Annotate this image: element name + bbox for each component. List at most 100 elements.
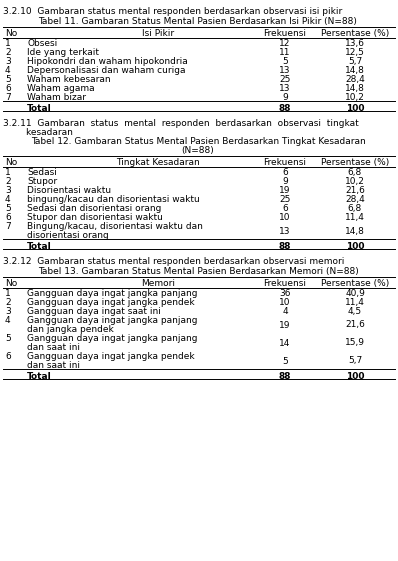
- Text: 6: 6: [282, 168, 288, 177]
- Text: Obsesi: Obsesi: [27, 39, 57, 48]
- Text: Waham agama: Waham agama: [27, 84, 95, 93]
- Text: 25: 25: [279, 75, 291, 84]
- Text: 28,4: 28,4: [345, 75, 365, 84]
- Text: Sedasi: Sedasi: [27, 168, 57, 177]
- Text: Tabel 12. Gambaran Status Mental Pasien Berdasarkan Tingkat Kesadaran: Tabel 12. Gambaran Status Mental Pasien …: [31, 137, 365, 146]
- Text: Gangguan daya ingat jangka pendek: Gangguan daya ingat jangka pendek: [27, 298, 195, 307]
- Text: Frekuensi: Frekuensi: [263, 29, 306, 38]
- Text: 7: 7: [5, 93, 11, 102]
- Text: 28,4: 28,4: [345, 195, 365, 204]
- Text: Gangguan daya ingat saat ini: Gangguan daya ingat saat ini: [27, 307, 161, 316]
- Text: 4: 4: [5, 195, 11, 204]
- Text: 5: 5: [5, 75, 11, 84]
- Text: 13: 13: [279, 84, 291, 93]
- Text: 10: 10: [279, 298, 291, 307]
- Text: (N=88): (N=88): [181, 146, 215, 155]
- Text: Waham kebesaran: Waham kebesaran: [27, 75, 111, 84]
- Text: 14,8: 14,8: [345, 84, 365, 93]
- Text: 3: 3: [5, 57, 11, 66]
- Text: 2: 2: [5, 48, 11, 57]
- Text: Gangguan daya ingat jangka panjang: Gangguan daya ingat jangka panjang: [27, 334, 197, 343]
- Text: 100: 100: [346, 242, 364, 251]
- Text: 13: 13: [279, 66, 291, 75]
- Text: Disorientasi waktu: Disorientasi waktu: [27, 186, 111, 195]
- Text: Bingung/kacau, disorientasi waktu dan: Bingung/kacau, disorientasi waktu dan: [27, 222, 203, 231]
- Text: 10,2: 10,2: [345, 177, 365, 186]
- Text: Gangguan daya ingat jangka pendek: Gangguan daya ingat jangka pendek: [27, 352, 195, 361]
- Text: 5,7: 5,7: [348, 356, 362, 366]
- Text: 6: 6: [282, 204, 288, 213]
- Text: 6: 6: [5, 352, 11, 361]
- Text: 5: 5: [5, 204, 11, 213]
- Text: 13: 13: [279, 227, 291, 236]
- Text: 1: 1: [5, 39, 11, 48]
- Text: Waham bizar: Waham bizar: [27, 93, 86, 102]
- Text: 13,6: 13,6: [345, 39, 365, 48]
- Text: 100: 100: [346, 372, 364, 381]
- Text: 6: 6: [5, 213, 11, 222]
- Text: Stupor: Stupor: [27, 177, 57, 186]
- Text: No: No: [5, 279, 17, 288]
- Text: 21,6: 21,6: [345, 320, 365, 329]
- Text: 19: 19: [279, 320, 291, 329]
- Text: 19: 19: [279, 186, 291, 195]
- Text: 6: 6: [5, 84, 11, 93]
- Text: 3: 3: [5, 186, 11, 195]
- Text: 14,8: 14,8: [345, 227, 365, 236]
- Text: 5: 5: [5, 334, 11, 343]
- Text: 11: 11: [279, 48, 291, 57]
- Text: 9: 9: [282, 177, 288, 186]
- Text: Sedasi dan disorientasi orang: Sedasi dan disorientasi orang: [27, 204, 161, 213]
- Text: dan saat ini: dan saat ini: [27, 343, 80, 352]
- Text: 6,8: 6,8: [348, 204, 362, 213]
- Text: 88: 88: [279, 372, 291, 381]
- Text: Hipokondri dan waham hipokondria: Hipokondri dan waham hipokondria: [27, 57, 188, 66]
- Text: Depersonalisasi dan waham curiga: Depersonalisasi dan waham curiga: [27, 66, 185, 75]
- Text: 3.2.11  Gambaran  status  mental  responden  berdasarkan  observasi  tingkat: 3.2.11 Gambaran status mental responden …: [3, 119, 359, 128]
- Text: Total: Total: [27, 104, 52, 113]
- Text: 36: 36: [279, 289, 291, 298]
- Text: 25: 25: [279, 195, 291, 204]
- Text: 7: 7: [5, 222, 11, 231]
- Text: Gangguan daya ingat jangka panjang: Gangguan daya ingat jangka panjang: [27, 289, 197, 298]
- Text: 6,8: 6,8: [348, 168, 362, 177]
- Text: No: No: [5, 29, 17, 38]
- Text: 11,4: 11,4: [345, 213, 365, 222]
- Text: 14: 14: [279, 338, 291, 347]
- Text: 10,2: 10,2: [345, 93, 365, 102]
- Text: dan jangka pendek: dan jangka pendek: [27, 325, 114, 334]
- Text: 14,8: 14,8: [345, 66, 365, 75]
- Text: disorientasi orang: disorientasi orang: [27, 231, 109, 240]
- Text: 10: 10: [279, 213, 291, 222]
- Text: Total: Total: [27, 372, 52, 381]
- Text: 3: 3: [5, 307, 11, 316]
- Text: Tabel 13. Gambaran Status Mental Pasien Berdasarkan Memori (N=88): Tabel 13. Gambaran Status Mental Pasien …: [38, 267, 358, 276]
- Text: 5: 5: [282, 356, 288, 366]
- Text: Persentase (%): Persentase (%): [321, 158, 389, 167]
- Text: 88: 88: [279, 104, 291, 113]
- Text: 12: 12: [279, 39, 291, 48]
- Text: 88: 88: [279, 242, 291, 251]
- Text: Total: Total: [27, 242, 52, 251]
- Text: Persentase (%): Persentase (%): [321, 279, 389, 288]
- Text: Tingkat Kesadaran: Tingkat Kesadaran: [116, 158, 200, 167]
- Text: 1: 1: [5, 289, 11, 298]
- Text: 40,9: 40,9: [345, 289, 365, 298]
- Text: 5,7: 5,7: [348, 57, 362, 66]
- Text: Ide yang terkait: Ide yang terkait: [27, 48, 99, 57]
- Text: 11,4: 11,4: [345, 298, 365, 307]
- Text: Stupor dan disorientasi waktu: Stupor dan disorientasi waktu: [27, 213, 163, 222]
- Text: Persentase (%): Persentase (%): [321, 29, 389, 38]
- Text: Frekuensi: Frekuensi: [263, 279, 306, 288]
- Text: 4: 4: [282, 307, 288, 316]
- Text: 15,9: 15,9: [345, 338, 365, 347]
- Text: Gangguan daya ingat jangka panjang: Gangguan daya ingat jangka panjang: [27, 316, 197, 325]
- Text: 9: 9: [282, 93, 288, 102]
- Text: 100: 100: [346, 104, 364, 113]
- Text: 3.2.12  Gambaran status mental responden berdasarkan observasi memori: 3.2.12 Gambaran status mental responden …: [3, 257, 344, 266]
- Text: No: No: [5, 158, 17, 167]
- Text: 12,5: 12,5: [345, 48, 365, 57]
- Text: 3.2.10  Gambaran status mental responden berdasarkan observasi isi pikir: 3.2.10 Gambaran status mental responden …: [3, 7, 342, 16]
- Text: Memori: Memori: [141, 279, 175, 288]
- Text: 2: 2: [5, 298, 11, 307]
